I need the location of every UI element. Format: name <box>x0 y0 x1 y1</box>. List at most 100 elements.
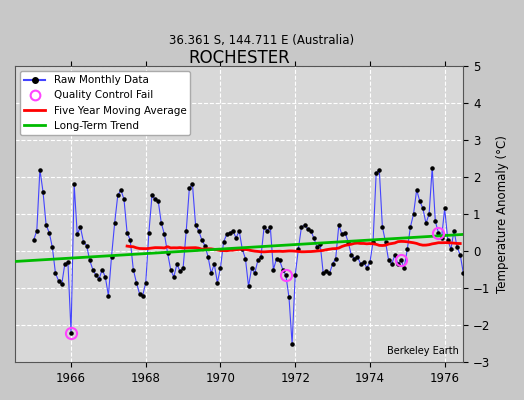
Point <box>179 264 187 271</box>
Point <box>490 231 499 238</box>
Point <box>89 266 97 273</box>
Point <box>350 255 358 262</box>
Point <box>85 257 94 264</box>
Point <box>238 246 246 252</box>
Y-axis label: Temperature Anomaly (°C): Temperature Anomaly (°C) <box>496 135 509 293</box>
Point <box>450 228 458 234</box>
Point <box>42 222 50 228</box>
Point <box>509 305 517 312</box>
Point <box>204 254 212 260</box>
Point <box>70 181 79 188</box>
Point <box>285 294 293 301</box>
Point <box>73 231 81 238</box>
Point <box>191 222 200 228</box>
Point <box>338 231 346 238</box>
Point <box>95 276 103 282</box>
Point <box>272 255 281 262</box>
Point <box>487 207 496 214</box>
Point <box>117 187 125 193</box>
Point <box>185 185 193 191</box>
Point <box>422 220 430 226</box>
Point <box>98 266 106 273</box>
Point <box>188 181 196 188</box>
Point <box>341 229 349 236</box>
Point <box>369 239 377 245</box>
Point <box>521 192 524 199</box>
Title: ROCHESTER: ROCHESTER <box>188 49 290 67</box>
Point <box>391 252 399 258</box>
Point <box>506 337 514 343</box>
Point <box>54 278 63 284</box>
Point <box>403 246 411 252</box>
Point <box>160 231 169 238</box>
Point <box>32 228 41 234</box>
Point <box>141 279 150 286</box>
Point <box>475 268 483 275</box>
Point <box>434 229 443 236</box>
Point <box>291 272 299 278</box>
Point <box>468 279 477 286</box>
Point <box>375 166 384 173</box>
Point <box>263 228 271 234</box>
Point <box>111 220 119 226</box>
Point <box>145 229 153 236</box>
Point <box>372 170 380 176</box>
Point <box>107 254 116 260</box>
Point <box>154 198 162 204</box>
Point <box>182 228 190 234</box>
Point <box>416 198 424 204</box>
Point <box>297 224 305 230</box>
Point <box>135 290 144 297</box>
Point <box>92 272 100 278</box>
Point <box>359 259 368 266</box>
Point <box>210 261 219 267</box>
Point <box>325 270 334 276</box>
Point <box>201 242 209 249</box>
Point <box>126 237 134 243</box>
Point <box>332 255 340 262</box>
Point <box>456 252 464 258</box>
Point <box>347 252 355 258</box>
Point <box>114 192 122 199</box>
Point <box>269 266 278 273</box>
Point <box>229 228 237 234</box>
Point <box>276 257 284 264</box>
Text: Berkeley Earth: Berkeley Earth <box>387 346 459 356</box>
Point <box>167 266 175 273</box>
Point <box>36 166 44 173</box>
Point <box>148 192 156 199</box>
Point <box>388 261 396 267</box>
Point <box>515 235 523 241</box>
Point <box>409 211 418 217</box>
Legend: Raw Monthly Data, Quality Control Fail, Five Year Moving Average, Long-Term Tren: Raw Monthly Data, Quality Control Fail, … <box>20 71 190 135</box>
Point <box>499 272 508 278</box>
Point <box>344 239 352 245</box>
Point <box>494 246 502 252</box>
Point <box>310 235 318 241</box>
Point <box>82 242 91 249</box>
Point <box>316 240 324 247</box>
Point <box>335 222 343 228</box>
Point <box>497 264 505 271</box>
Point <box>307 228 315 234</box>
Point <box>397 257 405 264</box>
Point <box>120 196 128 202</box>
Point <box>138 292 147 299</box>
Point <box>406 224 414 230</box>
Point <box>288 340 296 347</box>
Point <box>438 235 446 241</box>
Point <box>247 264 256 271</box>
Text: 36.361 S, 144.711 E (Australia): 36.361 S, 144.711 E (Australia) <box>169 34 355 47</box>
Point <box>444 237 452 243</box>
Point <box>29 237 38 243</box>
Point <box>481 213 489 219</box>
Point <box>378 224 387 230</box>
Point <box>322 268 331 275</box>
Point <box>170 274 178 280</box>
Point <box>198 237 206 243</box>
Point <box>425 211 433 217</box>
Point <box>462 289 471 295</box>
Point <box>313 244 321 250</box>
Point <box>51 270 60 276</box>
Point <box>235 228 243 234</box>
